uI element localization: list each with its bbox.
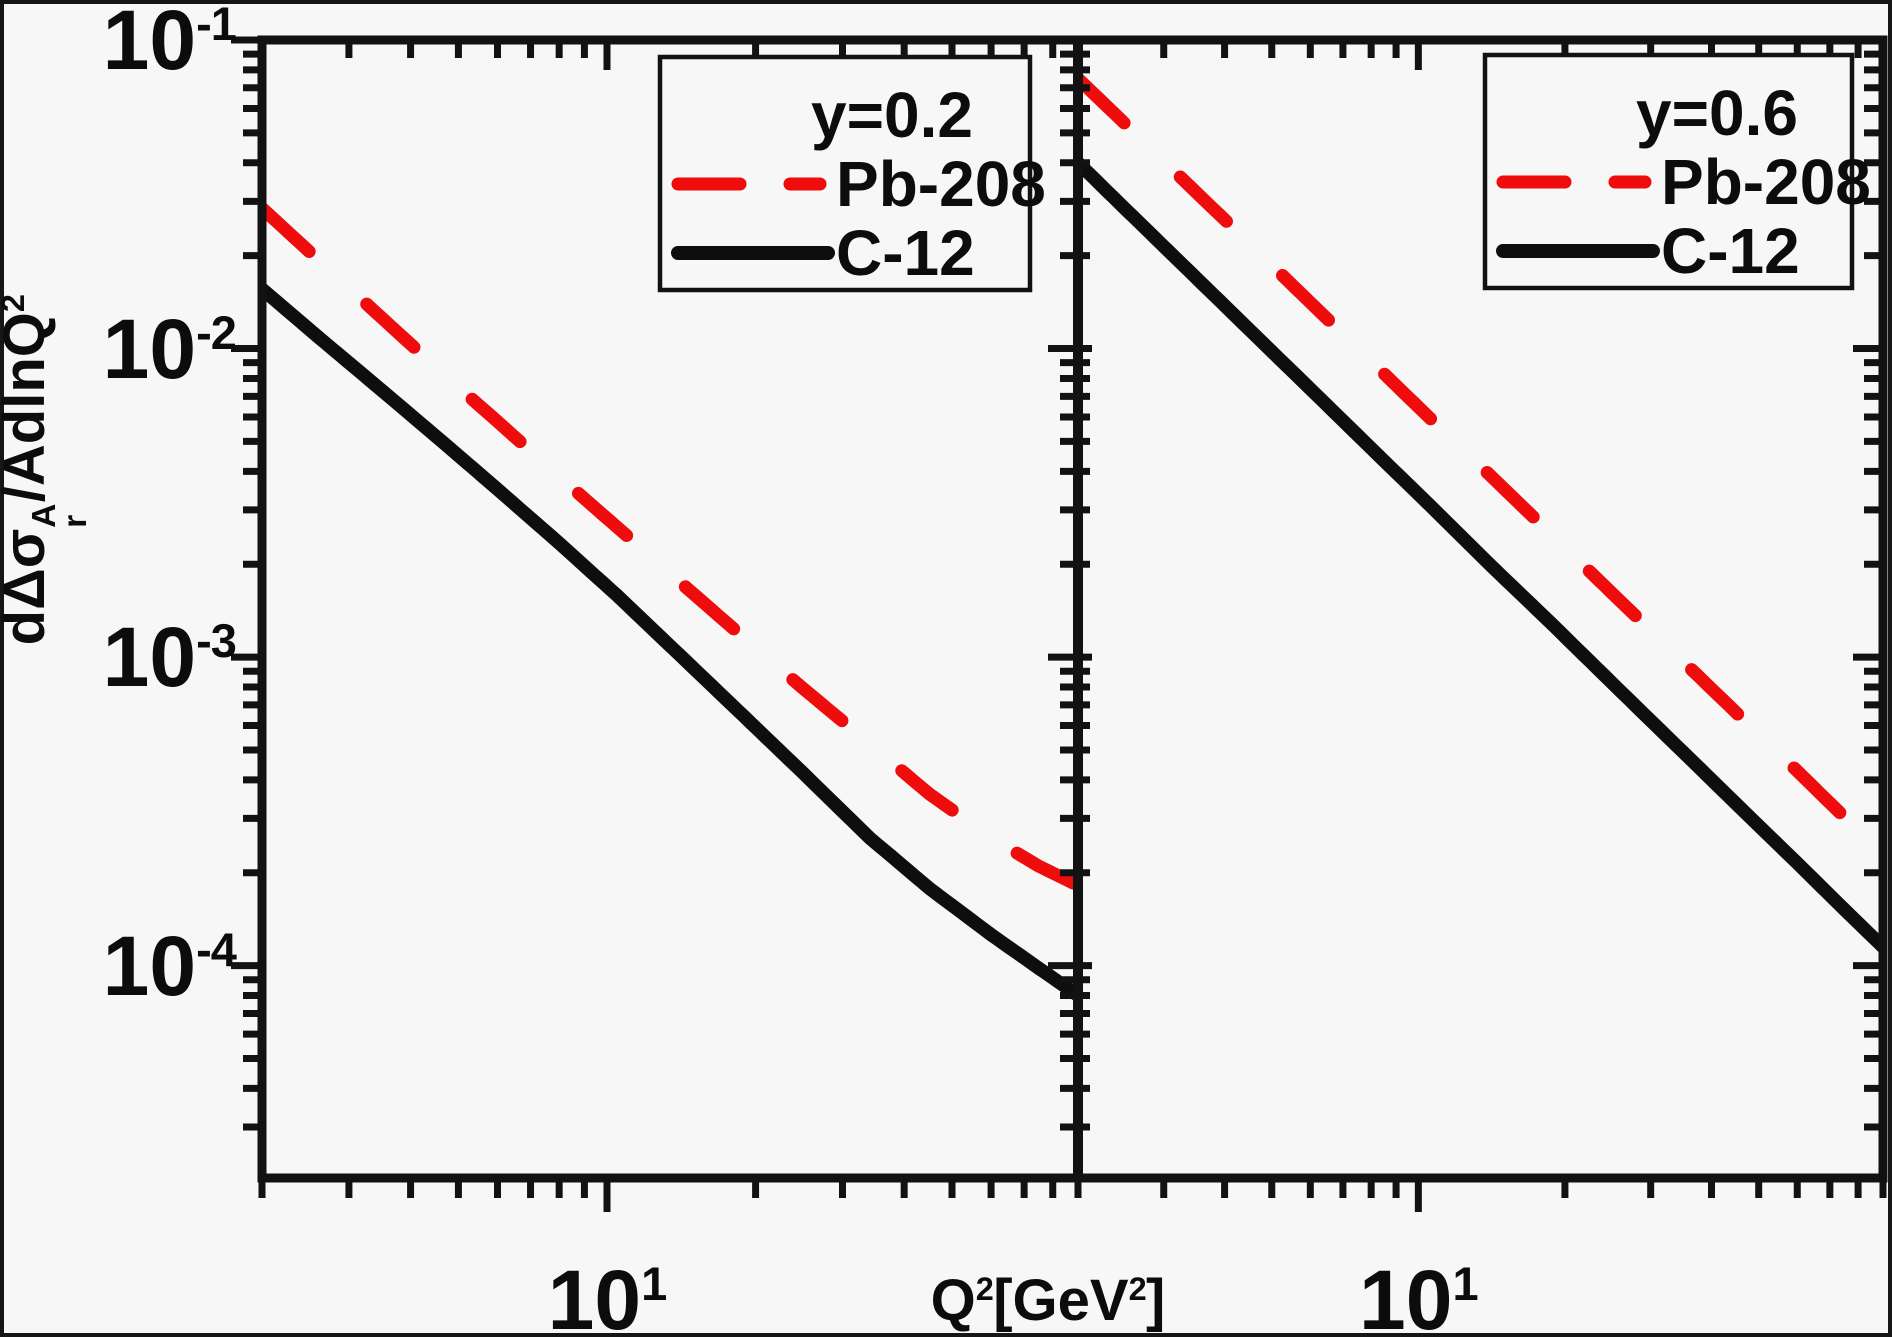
y-tick-exp: -2 [196, 305, 237, 359]
y-axis-label-sigma: σ [0, 529, 57, 569]
y-tick-exp: -4 [196, 922, 237, 976]
legend-label-c-12-right: C-12 [1661, 215, 1800, 287]
x-tick-exp: 1 [1452, 1256, 1478, 1310]
curve-c-12-right [1078, 156, 1883, 954]
x-axis-label-unit: [GeV [993, 1268, 1129, 1333]
y-axis-label-sub: r [56, 514, 94, 528]
y-axis-label-post: /AdlnQ [0, 312, 58, 503]
y-tick-label--1: 10-1 [30, 0, 237, 82]
y-axis-label-pre: d [0, 610, 57, 645]
x-axis-label-unit-sup: 2 [1128, 1270, 1147, 1307]
y-tick-base: 10 [102, 918, 197, 1013]
x-tick-base: 10 [547, 1253, 642, 1337]
y-tick-label--2: 10-2 [30, 305, 237, 391]
legend-title-right: y=0.6 [1636, 77, 1798, 149]
legend-label-pb-208-left: Pb-208 [836, 148, 1046, 220]
x-axis-label: Q2[GeV2] [931, 1272, 1166, 1330]
x-axis-label-sup: 2 [975, 1270, 994, 1307]
curve-pb-208-right [1078, 72, 1883, 861]
y-tick-exp: -3 [196, 613, 237, 667]
y-tick-base: 10 [102, 0, 197, 87]
x-axis-label-unit-close: ] [1146, 1268, 1166, 1333]
y-axis-label-delta: Δ [0, 568, 57, 610]
y-axis-label: dΔσAr/AdlnQ2 [0, 295, 94, 646]
y-tick-label--4: 10-4 [30, 922, 237, 1008]
y-tick-label--3: 10-3 [30, 613, 237, 699]
x-tick-label-right: 101 [1359, 1256, 1479, 1337]
y-axis-label-post-sup: 2 [0, 295, 31, 312]
y-tick-exp: -1 [196, 0, 237, 50]
y-tick-base: 10 [102, 610, 197, 705]
x-tick-exp: 1 [641, 1256, 667, 1310]
panel-curves-right [1078, 72, 1883, 954]
x-tick-base: 10 [1359, 1253, 1453, 1337]
legend-title-left: y=0.2 [811, 79, 973, 151]
legend-label-pb-208-right: Pb-208 [1661, 146, 1871, 218]
axis-ticks [231, 36, 1887, 1212]
curve-c-12-left [262, 282, 1078, 1003]
panel-curves-left [262, 201, 1078, 1003]
x-axis-label-base: Q [930, 1268, 976, 1333]
y-tick-base: 10 [102, 301, 197, 396]
curve-pb-208-left [262, 201, 1078, 892]
legend-label-c-12-left: C-12 [836, 217, 975, 289]
x-tick-label-left: 101 [548, 1256, 668, 1337]
